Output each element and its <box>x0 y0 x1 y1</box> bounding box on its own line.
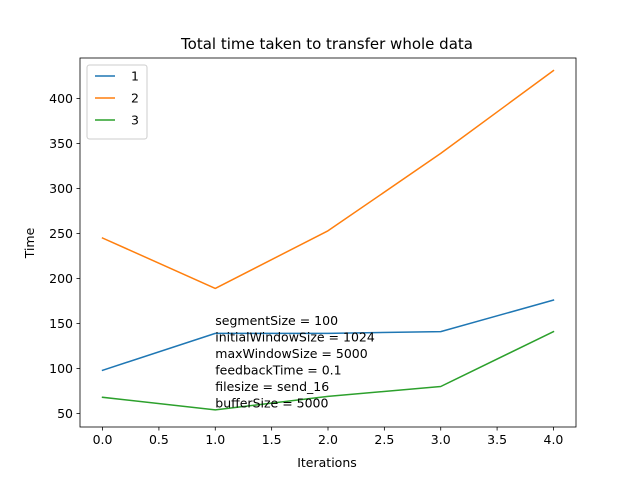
series-line-3 <box>101 330 555 411</box>
y-tick-label: 50 <box>57 406 73 421</box>
x-axis-label: Iterations <box>297 455 357 470</box>
y-tick-label: 200 <box>49 271 73 286</box>
annotation-line: feedbackTime = 0.1 <box>215 363 341 378</box>
x-tick-label: 3.5 <box>487 432 507 447</box>
series-lines <box>101 69 555 411</box>
x-axis-ticks: 0.0 0.5 1.0 1.5 2.0 2.5 3.0 3.5 4.0 <box>93 427 564 447</box>
parameter-annotation: segmentSize = 100 initialWindowSize = 102… <box>215 313 375 411</box>
y-tick-label: 250 <box>49 226 73 241</box>
x-tick-label: 0.5 <box>149 432 169 447</box>
annotation-line: segmentSize = 100 <box>215 313 338 328</box>
legend-label-1: 1 <box>131 69 139 84</box>
legend-label-2: 2 <box>131 91 139 106</box>
x-tick-label: 2.0 <box>318 432 338 447</box>
y-tick-label: 100 <box>49 361 73 376</box>
x-tick-label: 1.5 <box>262 432 282 447</box>
annotation-line: initialWindowSize = 1024 <box>215 330 375 345</box>
x-tick-label: 3.0 <box>431 432 451 447</box>
y-tick-label: 150 <box>49 316 73 331</box>
series-line-2 <box>101 69 555 290</box>
x-tick-label: 4.0 <box>544 432 564 447</box>
y-axis-ticks: 50 100 150 200 250 300 350 400 <box>49 91 80 421</box>
x-tick-label: 1.0 <box>205 432 225 447</box>
series-line-1 <box>101 299 555 372</box>
x-tick-label: 0.0 <box>93 432 113 447</box>
chart-title: Total time taken to transfer whole data <box>180 35 473 53</box>
y-tick-label: 400 <box>49 91 73 106</box>
y-axis-label: Time <box>22 227 37 259</box>
legend-label-3: 3 <box>131 113 139 128</box>
annotation-line: bufferSize = 5000 <box>215 396 328 411</box>
annotation-line: filesize = send_16 <box>215 379 329 394</box>
legend: 1 2 3 <box>86 64 148 140</box>
y-tick-label: 300 <box>49 181 73 196</box>
annotation-line: maxWindowSize = 5000 <box>215 346 367 361</box>
y-tick-label: 350 <box>49 136 73 151</box>
x-tick-label: 2.5 <box>374 432 394 447</box>
